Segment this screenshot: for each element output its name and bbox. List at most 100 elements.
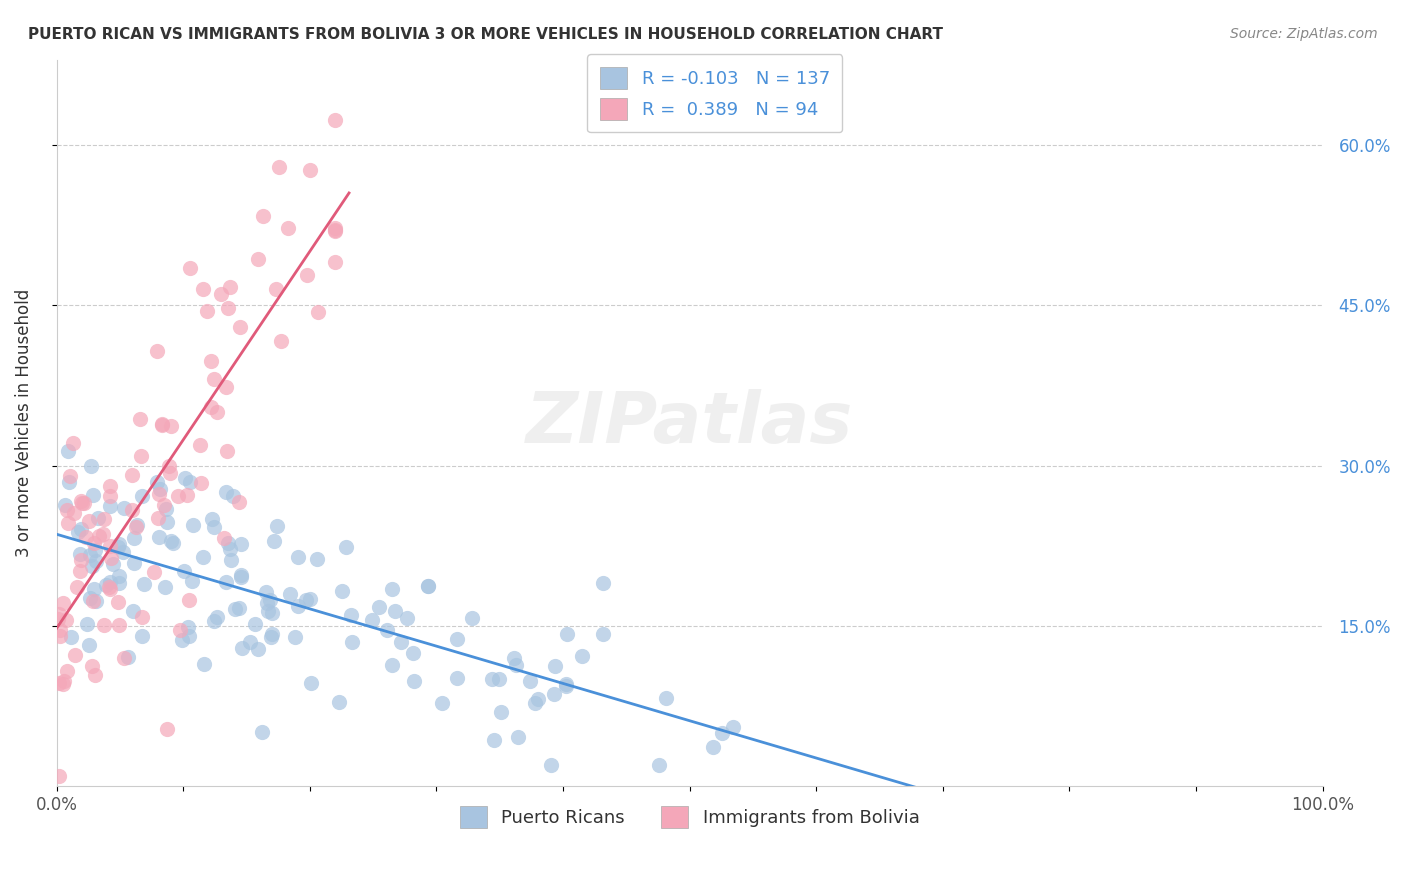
Point (224, 602, 246, 616)
Point (149, 482, 172, 496)
Point (200, 400, 222, 414)
Point (481, 672, 503, 686)
Point (107, 540, 129, 554)
Point (340, 607, 363, 622)
Point (260, 631, 283, 645)
Point (111, 545, 134, 559)
Point (239, 634, 262, 648)
Point (59, 468, 82, 483)
Point (131, 609, 153, 624)
Point (83, 542, 105, 557)
Point (69, 522, 91, 536)
Point (527, 692, 550, 706)
Point (173, 564, 195, 578)
Legend: Puerto Ricans, Immigrants from Bolivia: Puerto Ricans, Immigrants from Bolivia (453, 799, 927, 836)
Y-axis label: 3 or more Vehicles in Household: 3 or more Vehicles in Household (15, 289, 32, 558)
Point (384, 604, 406, 618)
Point (571, 649, 593, 664)
Point (231, 570, 253, 584)
Point (67, 525, 90, 540)
Point (446, 632, 468, 646)
Point (287, 599, 309, 613)
Point (416, 579, 439, 593)
Point (69, 547, 91, 561)
Point (252, 209, 274, 223)
Point (94, 578, 117, 592)
Point (446, 671, 468, 685)
Point (87, 511, 110, 525)
Point (179, 629, 201, 643)
Point (710, 725, 733, 739)
Point (121, 503, 143, 517)
Point (190, 475, 212, 490)
Point (108, 536, 131, 550)
Point (100, 489, 122, 503)
Point (121, 467, 143, 482)
Point (484, 732, 506, 747)
Point (65, 648, 87, 662)
Point (543, 659, 565, 673)
Point (131, 489, 153, 503)
Point (98, 499, 121, 513)
Point (505, 657, 527, 672)
Point (107, 618, 129, 632)
Point (195, 303, 218, 318)
Point (430, 696, 453, 710)
Point (56, 516, 79, 530)
Point (540, 758, 562, 772)
Point (702, 739, 724, 754)
Point (48, 624, 70, 638)
Point (488, 673, 510, 687)
Point (209, 286, 232, 301)
Point (214, 380, 236, 394)
Point (461, 610, 484, 624)
Point (266, 519, 288, 533)
Point (323, 220, 346, 235)
Point (79, 591, 101, 605)
Point (323, 112, 346, 127)
Point (46, 612, 69, 626)
Point (108, 576, 131, 591)
Point (375, 623, 398, 637)
Text: ZIPatlas: ZIPatlas (526, 389, 853, 458)
Point (506, 730, 529, 744)
Point (125, 519, 148, 533)
Point (592, 575, 614, 590)
Point (330, 583, 353, 598)
Point (554, 676, 576, 690)
Point (56, 664, 79, 678)
Point (62, 435, 84, 450)
Point (502, 650, 524, 665)
Point (52, 674, 75, 689)
Point (129, 449, 152, 463)
Point (404, 674, 426, 689)
Point (179, 475, 201, 490)
Point (217, 301, 239, 316)
Point (100, 479, 122, 493)
Point (93, 618, 115, 632)
Point (134, 576, 156, 591)
Point (648, 758, 671, 772)
Point (181, 574, 204, 588)
Point (48, 769, 70, 783)
Point (91, 527, 114, 541)
Point (217, 535, 239, 549)
Point (117, 649, 139, 664)
Point (214, 574, 236, 589)
Point (56, 502, 79, 516)
Point (395, 611, 418, 625)
Point (259, 593, 281, 607)
Point (177, 620, 200, 634)
Point (145, 475, 167, 490)
Point (200, 354, 222, 368)
Point (62, 506, 84, 520)
Point (56, 443, 79, 458)
Point (218, 279, 240, 293)
Point (93, 512, 115, 526)
Point (380, 657, 402, 672)
Point (193, 550, 215, 565)
Point (335, 541, 357, 555)
Point (103, 557, 125, 571)
Point (122, 604, 145, 618)
Point (231, 640, 253, 655)
